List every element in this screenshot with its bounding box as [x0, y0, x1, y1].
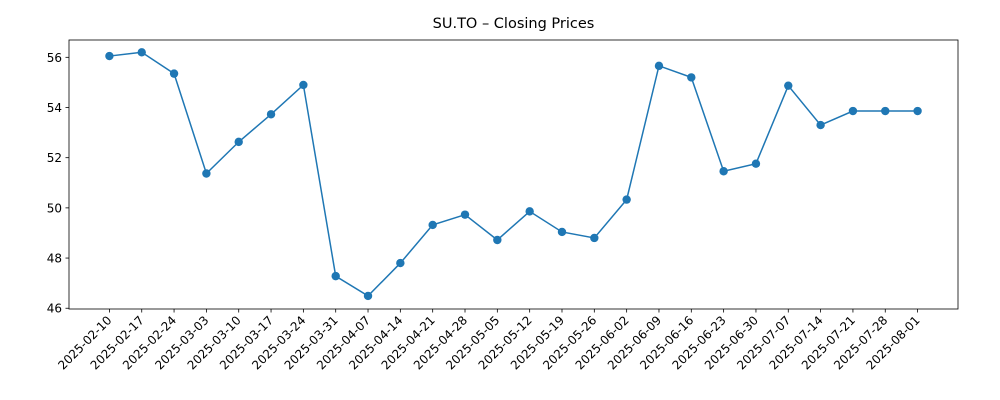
data-point — [848, 106, 858, 116]
data-point — [622, 195, 631, 204]
y-tick-label: 54 — [47, 101, 62, 115]
plot-frame — [68, 39, 959, 310]
data-point — [590, 233, 599, 243]
y-tick-label: 48 — [47, 252, 62, 266]
data-point — [137, 48, 146, 57]
data-point — [784, 81, 793, 90]
data-points — [105, 48, 922, 301]
data-point — [654, 61, 664, 71]
data-point — [687, 73, 696, 82]
data-point — [428, 220, 437, 230]
data-point — [202, 169, 211, 178]
data-point — [169, 69, 179, 78]
data-point — [913, 106, 922, 116]
chart-title: SU.TO – Closing Prices — [433, 16, 595, 32]
data-point — [525, 207, 534, 216]
data-point — [299, 80, 308, 90]
data-point — [234, 137, 243, 147]
data-point — [105, 51, 114, 61]
data-point — [266, 110, 276, 119]
data-point — [719, 167, 728, 176]
y-tick-label: 50 — [47, 201, 62, 215]
y-tick-label: 46 — [47, 302, 62, 316]
data-point — [460, 210, 470, 219]
y-tick-label: 52 — [47, 151, 62, 165]
data-point — [881, 106, 890, 116]
data-point — [816, 120, 825, 130]
data-point — [493, 235, 502, 245]
series-line — [109, 51, 918, 297]
y-axis: 46 48 50 52 54 56 — [47, 51, 69, 316]
data-point — [751, 159, 761, 168]
data-point — [557, 227, 567, 237]
x-axis: 2025-02-102025-02-172025-02-242025-03-03… — [55, 309, 923, 372]
data-point — [396, 258, 405, 268]
data-point — [331, 271, 340, 281]
y-tick-label: 56 — [47, 51, 62, 65]
data-point — [363, 291, 373, 301]
